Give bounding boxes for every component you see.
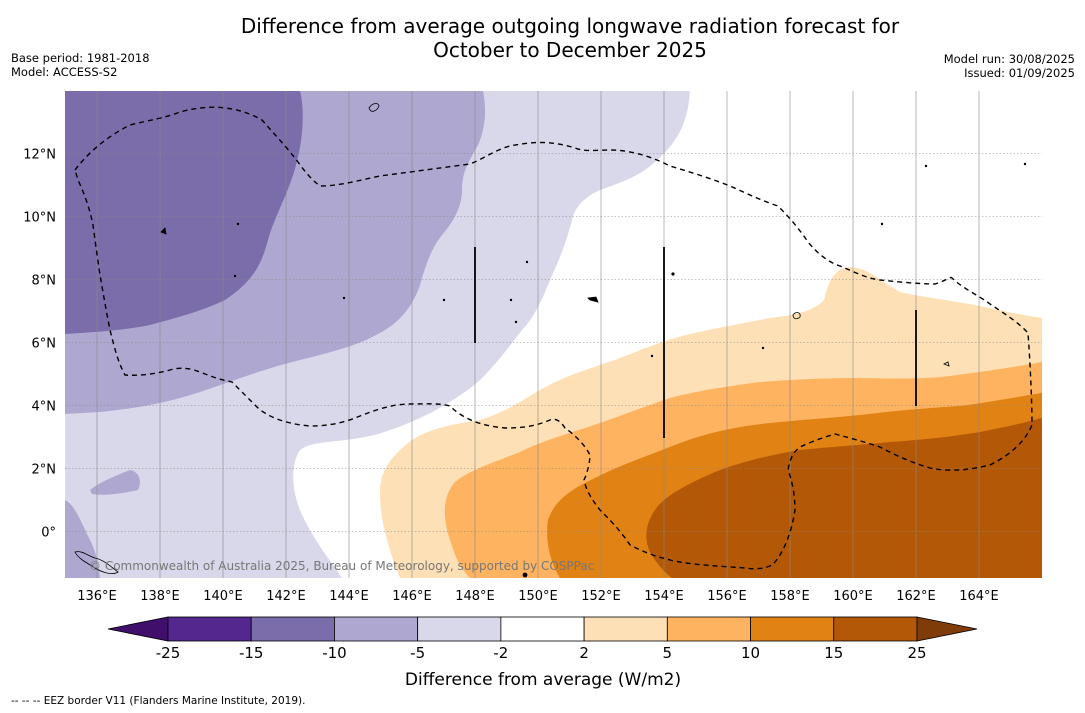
eez-borders <box>74 106 1033 570</box>
chart-title: Difference from average outgoing longwav… <box>0 14 1085 62</box>
title-line-1: Difference from average outgoing longwav… <box>240 14 900 38</box>
island-dot-9 <box>880 222 884 226</box>
lat-label: 2°N <box>32 463 57 478</box>
lon-label: 152°E <box>581 589 621 604</box>
island-west <box>160 227 167 235</box>
field-15-to-25 <box>646 418 1042 578</box>
lon-label: 142°E <box>266 589 306 604</box>
lat-label: 8°N <box>32 274 57 289</box>
field-minus5-sw <box>65 500 100 578</box>
colorbar-tick-label: -15 <box>239 644 264 662</box>
lon-label: 162°E <box>896 589 936 604</box>
island-dot-1 <box>236 222 240 226</box>
island-dot-7 <box>514 320 518 324</box>
latitude-labels: 12°N 10°N 8°N 6°N 4°N 2°N 0° <box>23 148 56 541</box>
island-dot-10 <box>924 164 928 168</box>
colorbar-segment <box>250 616 335 642</box>
lat-label: 0° <box>41 526 56 541</box>
lon-label: 160°E <box>833 589 873 604</box>
lat-label: 12°N <box>23 148 56 163</box>
island-dot-4 <box>442 298 446 302</box>
colorbar-tick-label: 15 <box>824 644 843 662</box>
lon-label: 146°E <box>392 589 432 604</box>
meta-left: Base period: 1981-2018 Model: ACCESS-S2 <box>11 51 150 79</box>
island-dot-14 <box>522 572 528 578</box>
field-minus5-island <box>90 470 140 495</box>
colorbar-tick-label: -2 <box>493 644 508 662</box>
island-dot-12 <box>650 354 654 358</box>
colorbar-extend-high <box>916 616 978 642</box>
field-minus10-to-minus15 <box>65 91 303 334</box>
lat-label: 10°N <box>23 211 56 226</box>
issued-date: Issued: 01/09/2025 <box>964 66 1075 80</box>
lat-label: 6°N <box>32 337 57 352</box>
island-dot-13 <box>761 346 765 350</box>
copyright-text: © Commonwealth of Australia 2025, Bureau… <box>89 559 594 573</box>
map-area: © Commonwealth of Australia 2025, Bureau… <box>65 91 1042 578</box>
island-dot-11 <box>1023 162 1027 166</box>
lon-label: 140°E <box>203 589 243 604</box>
vertical-markers <box>474 247 917 438</box>
colorbar-segment <box>334 616 419 642</box>
colorbar-segment <box>500 616 585 642</box>
title-line-2: October to December 2025 <box>433 38 707 62</box>
model-run: Model run: 30/08/2025 <box>943 52 1075 66</box>
colorbar-extend-low <box>107 616 169 642</box>
lon-label: 164°E <box>959 589 999 604</box>
colorbar-title: Difference from average (W/m2) <box>405 670 681 690</box>
island-chuuk <box>587 296 599 303</box>
model-name: Model: ACCESS-S2 <box>11 65 118 79</box>
footnote: -- -- -- EEZ border V11 (Flanders Marine… <box>11 695 306 707</box>
island-dot-2 <box>233 274 237 278</box>
colorbar-tick-label: 2 <box>579 644 589 662</box>
lon-label: 138°E <box>140 589 180 604</box>
islands <box>74 103 1027 578</box>
colorbar-tick-label: -25 <box>156 644 181 662</box>
colorbar-segment <box>750 616 835 642</box>
colorbar-tick-label: 25 <box>907 644 926 662</box>
island-marshall <box>943 361 950 367</box>
colorbar-segment <box>666 616 751 642</box>
eez-palau-fsm <box>74 106 1033 570</box>
colorbar-tick-label: -5 <box>410 644 425 662</box>
lon-label: 144°E <box>329 589 369 604</box>
colorbar-tick-label: 5 <box>663 644 673 662</box>
colorbar: -25 -15 -10 -5 -2 2 5 10 15 25 <box>107 616 978 662</box>
colorbar-tick-label: 10 <box>741 644 760 662</box>
colorbar-segment <box>417 616 502 642</box>
lon-label: 158°E <box>770 589 810 604</box>
island-dot-3 <box>342 296 346 300</box>
lon-label: 156°E <box>707 589 747 604</box>
island-dot-6 <box>509 298 513 302</box>
island-dot-5 <box>525 260 529 264</box>
island-png <box>74 551 119 574</box>
colorbar-segment <box>583 616 668 642</box>
colorbar-segment <box>833 616 918 642</box>
island-dot-8 <box>671 272 675 276</box>
island-north <box>368 103 380 112</box>
meta-right: Model run: 30/08/2025 Issued: 01/09/2025 <box>944 52 1075 80</box>
lon-label: 154°E <box>644 589 684 604</box>
colorbar-segment <box>167 616 252 642</box>
lat-label: 4°N <box>32 400 57 415</box>
island-east <box>792 312 801 320</box>
graticule <box>65 91 1042 578</box>
lon-label: 136°E <box>77 589 117 604</box>
colorbar-tick-label: -10 <box>322 644 347 662</box>
longitude-labels: 136°E 138°E 140°E 142°E 144°E 146°E 148°E 150°E… <box>77 589 999 604</box>
lon-label: 148°E <box>455 589 495 604</box>
lon-label: 150°E <box>518 589 558 604</box>
base-period: Base period: 1981-2018 <box>11 51 150 65</box>
